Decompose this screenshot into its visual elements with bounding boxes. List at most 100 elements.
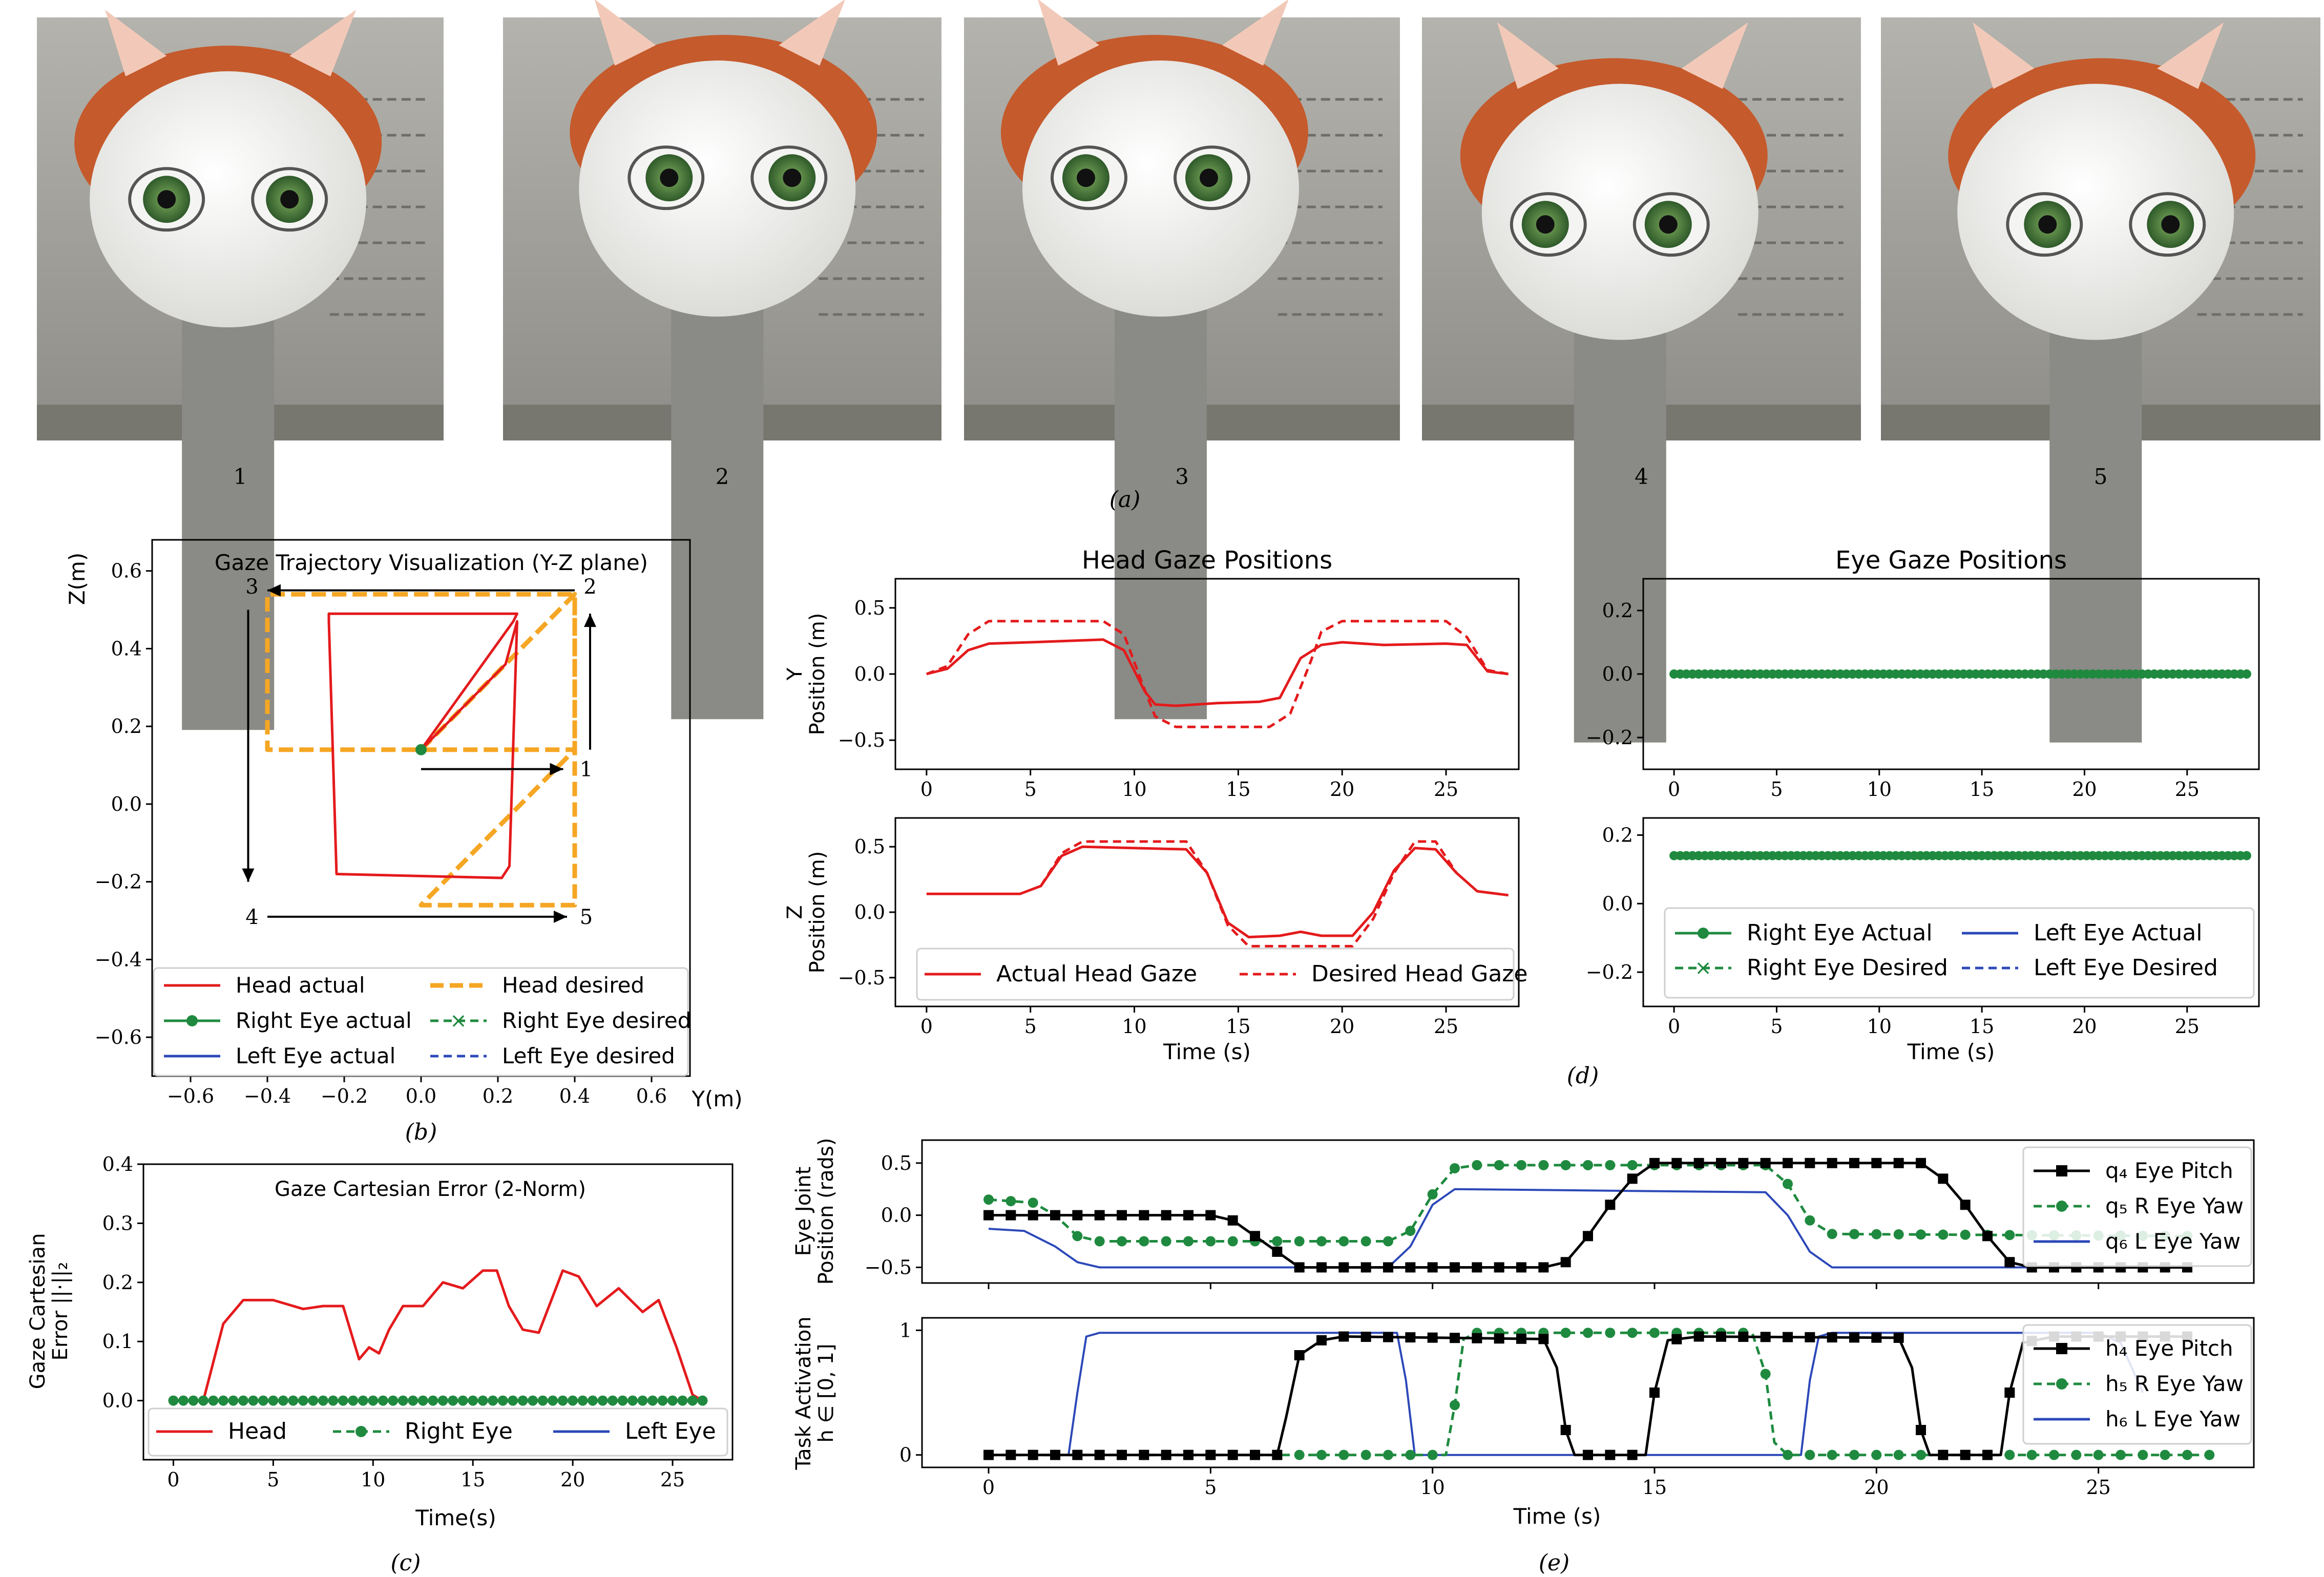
eye-pitch-activation-marker xyxy=(1716,1331,1726,1342)
right-eye-error-marker xyxy=(388,1395,399,1406)
eye-pitch-activation-marker xyxy=(1006,1449,1016,1460)
eye-pitch-activation-marker xyxy=(1338,1331,1349,1342)
y-axis-label: Error ||·||₂ xyxy=(49,1262,72,1361)
legend-box xyxy=(148,1407,728,1457)
right-eye-error-marker xyxy=(497,1395,508,1406)
eye-pitch-marker xyxy=(2004,1257,2015,1268)
robot-neck xyxy=(671,296,764,720)
eye-pitch-activation-marker xyxy=(1205,1449,1216,1460)
eye-pitch-activation-marker xyxy=(1583,1449,1593,1460)
x-axis-label: Time (s) xyxy=(1907,1039,1995,1064)
legend-marker xyxy=(355,1426,367,1437)
left-ear xyxy=(1038,0,1099,66)
r-eye-yaw-activation-marker xyxy=(1849,1449,1859,1460)
eye-pitch-activation-marker xyxy=(1450,1333,1460,1343)
legend-label: h₅ R Eye Yaw xyxy=(2105,1371,2244,1396)
right-eye-error-marker xyxy=(188,1395,199,1406)
x-tick-label: 10 xyxy=(1122,778,1146,801)
y-tick-label: 0.2 xyxy=(1602,599,1633,622)
eye-pitch-marker xyxy=(1916,1158,1926,1168)
eye-pitch-marker xyxy=(1538,1262,1549,1273)
r-eye-yaw-activation-marker xyxy=(2204,1449,2215,1460)
eye-pitch-activation-marker xyxy=(1960,1449,1971,1460)
y-tick-label: 0.4 xyxy=(102,1153,133,1175)
legend-label: q₄ Eye Pitch xyxy=(2105,1158,2233,1183)
right-eye-error-marker xyxy=(417,1395,428,1406)
eye-pitch-marker xyxy=(1294,1262,1305,1273)
x-tick-label: 15 xyxy=(1970,778,1994,801)
right-eye-error-marker xyxy=(677,1395,688,1406)
right-ear xyxy=(2157,22,2224,89)
legend-box xyxy=(153,967,689,1077)
eye-pitch-marker xyxy=(1738,1158,1749,1168)
x-tick-label: 25 xyxy=(2086,1476,2110,1499)
robot-face xyxy=(579,60,856,317)
legend-label: Right Eye Actual xyxy=(1747,920,1933,946)
x-tick-label: 15 xyxy=(1970,1015,1994,1038)
eye-pitch-activation-marker xyxy=(1893,1332,1904,1343)
legend-box xyxy=(1664,907,2255,999)
r-eye-yaw-activation-marker xyxy=(1583,1328,1593,1338)
robot-neck xyxy=(182,307,275,730)
r-eye-yaw-marker xyxy=(1783,1179,1793,1189)
chart-title: Head Gaze Positions xyxy=(1082,546,1332,575)
right-eye-actual-marker xyxy=(2242,851,2251,860)
right-eye-error-marker xyxy=(258,1395,268,1406)
y-axis-label: Task Activation xyxy=(792,1316,815,1470)
x-tick-label: 0.6 xyxy=(636,1085,667,1107)
r-eye-yaw-marker xyxy=(1272,1236,1283,1247)
r-eye-yaw-marker xyxy=(1805,1215,1815,1226)
eye-pitch-marker xyxy=(1405,1262,1416,1273)
right-eye-error-marker xyxy=(637,1395,648,1406)
eye-pitch-activation-marker xyxy=(1383,1332,1393,1342)
x-tick-label: −0.2 xyxy=(321,1085,368,1107)
legend-entry: Head xyxy=(156,1418,287,1444)
right-eye-error-marker xyxy=(588,1395,598,1406)
legend-entry: Right Eye xyxy=(333,1418,513,1444)
axes-frame xyxy=(921,1317,2255,1468)
axes-frame xyxy=(921,1139,2255,1284)
r-eye-yaw-line xyxy=(988,1164,2188,1243)
right-eye-error-marker xyxy=(687,1395,698,1406)
r-eye-yaw-activation-marker xyxy=(2071,1449,2082,1460)
right-eye-error-marker xyxy=(228,1395,239,1406)
right-eye-error-marker xyxy=(298,1395,308,1406)
legend-marker xyxy=(2056,1165,2067,1176)
panel-label-a: (a) xyxy=(1109,487,1141,513)
legend-entry: h₆ L Eye Yaw xyxy=(2034,1406,2241,1432)
r-eye-yaw-marker xyxy=(2004,1230,2015,1240)
eye-pitch-marker xyxy=(1960,1200,1971,1210)
legend-label: Left Eye Actual xyxy=(2034,920,2203,946)
y-tick-label: 0 xyxy=(899,1444,912,1466)
r-eye-yaw-activation-marker xyxy=(2182,1449,2192,1460)
r-eye-yaw-marker xyxy=(1938,1229,1949,1240)
legend-entry: Head actual xyxy=(164,973,365,998)
pupil xyxy=(1199,169,1218,187)
r-eye-yaw-marker xyxy=(1960,1229,1971,1240)
right-eye-error-marker xyxy=(508,1395,518,1406)
y-axis-label: Position (rads) xyxy=(814,1138,838,1285)
x-tick-label: 15 xyxy=(1226,1015,1250,1038)
r-eye-yaw-marker xyxy=(1316,1236,1327,1247)
x-tick-label: 10 xyxy=(1867,778,1892,801)
legend-label: Right Eye desired xyxy=(502,1008,691,1033)
r-eye-yaw-activation-marker xyxy=(1294,1449,1305,1460)
right-eye-actual-point xyxy=(415,744,427,755)
r-eye-yaw-marker xyxy=(1294,1236,1305,1247)
y-tick-label: 0.0 xyxy=(102,1390,133,1412)
r-eye-yaw-marker xyxy=(1605,1160,1616,1170)
r-eye-yaw-activation-marker xyxy=(1450,1400,1460,1411)
r-eye-yaw-marker xyxy=(1472,1160,1482,1170)
legend-entry: q₅ R Eye Yaw xyxy=(2034,1193,2244,1218)
eye-pitch-marker xyxy=(1117,1210,1127,1221)
corner-label-4: 4 xyxy=(245,906,258,929)
eye-pitch-activation-marker xyxy=(1693,1331,1704,1342)
legend-label: Right Eye actual xyxy=(236,1008,412,1033)
actual-head-gaze-line xyxy=(926,845,1509,939)
robot-photo-1 xyxy=(37,10,444,730)
x-tick-label: 10 xyxy=(1420,1476,1444,1499)
r-eye-yaw-activation-marker xyxy=(2093,1449,2104,1460)
photo-strip: 1 2 3 4 5 xyxy=(37,0,2320,743)
